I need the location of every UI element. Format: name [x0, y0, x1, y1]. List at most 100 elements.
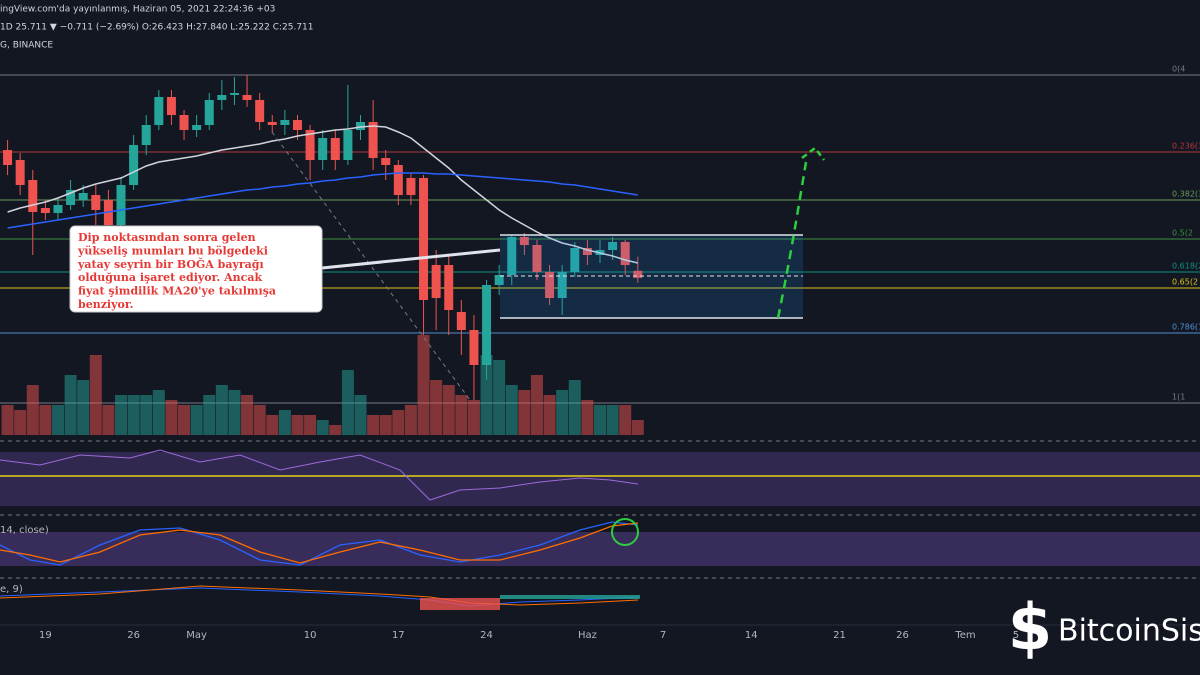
volume-bar	[493, 360, 506, 435]
x-tick-label: 19	[39, 630, 52, 641]
volume-bar	[127, 395, 140, 435]
candle-body	[91, 195, 101, 210]
volume-bar	[203, 395, 216, 435]
fib-label: 0(4	[1172, 65, 1185, 74]
volume-bar	[115, 395, 128, 435]
volume-bar	[304, 415, 317, 435]
volume-bar	[568, 380, 581, 435]
fib-label: 0.382(3	[1172, 190, 1200, 199]
volume-bar	[26, 385, 39, 435]
candle-body	[292, 120, 302, 130]
volume-bar	[404, 405, 417, 435]
volume-bar	[518, 390, 531, 435]
x-tick-label: 26	[896, 630, 909, 641]
volume-bar	[190, 405, 203, 435]
volume-bar	[530, 375, 543, 435]
candle-body	[381, 158, 391, 165]
fib-label: 0.65(2	[1172, 278, 1198, 287]
candle-body	[431, 265, 441, 298]
macd-histogram	[500, 595, 640, 599]
candle-body	[608, 242, 618, 250]
callout-line: yükseliş mumları bu bölgedeki	[77, 244, 268, 257]
volume-bar	[505, 385, 518, 435]
volume-bar	[228, 390, 241, 435]
volume-bar	[480, 355, 493, 435]
candle-body	[620, 242, 630, 265]
volume-bar	[442, 385, 455, 435]
volume-bar	[39, 405, 52, 435]
volume-bar	[379, 415, 392, 435]
volume-bar	[51, 405, 64, 435]
candle-body	[217, 95, 227, 100]
candle-body	[255, 100, 265, 122]
callout-line: yatay seyrin bir BOĞA bayrağı	[77, 257, 264, 271]
fib-label: 0.5(2	[1172, 229, 1193, 238]
stoch-d	[0, 522, 639, 564]
candle-body	[330, 138, 340, 160]
volume-bar	[354, 395, 367, 435]
volume-bar	[165, 400, 178, 435]
fib-label: 0.786(1	[1172, 323, 1200, 332]
candle-body	[482, 285, 492, 365]
callout-line: fiyat şimdilik MA20'ye takılmışa	[78, 285, 276, 298]
candle-body	[469, 330, 479, 365]
candle-body	[280, 120, 290, 125]
x-tick-label: 5	[1013, 630, 1019, 641]
candle-body	[116, 185, 126, 225]
candle-body	[456, 312, 466, 330]
volume-bar	[241, 395, 254, 435]
watermark-text: BitcoinSis	[1058, 614, 1200, 649]
volume-bar	[178, 405, 191, 435]
stoch-band	[0, 532, 1200, 566]
signal-line	[0, 585, 639, 606]
header-symbol: G, BINANCE	[0, 41, 53, 51]
candle-body	[406, 178, 416, 195]
volume-bar	[606, 405, 619, 435]
header-line: ingView.com'da yayınlanmış, Haziran 05, …	[0, 5, 275, 15]
candle-body	[305, 130, 315, 160]
candle-body	[519, 237, 529, 245]
candle-body	[356, 122, 366, 130]
candle-body	[154, 97, 164, 125]
fib-label: 1(1	[1172, 393, 1185, 402]
volume-bar	[278, 410, 291, 435]
volume-bar	[291, 415, 304, 435]
candle-body	[393, 165, 403, 195]
rsi-line	[0, 449, 639, 501]
x-tick-label: 7	[660, 630, 666, 641]
fib-label: 0.236(3	[1172, 142, 1200, 151]
candle-body	[557, 272, 567, 298]
x-tick-label: 24	[480, 630, 493, 641]
volume-bar	[341, 370, 354, 435]
volume-bar	[631, 420, 644, 435]
projection-arrow	[776, 161, 808, 319]
volume-bar	[417, 335, 430, 435]
volume-bar	[581, 400, 594, 435]
x-tick-label: 14	[745, 630, 758, 641]
candle-body	[368, 122, 378, 158]
watermark: $ BitcoinSis	[1008, 592, 1200, 666]
macd-histogram	[420, 598, 500, 610]
candle-body	[507, 237, 517, 275]
volume-bar	[89, 355, 102, 435]
candle-body	[242, 95, 252, 100]
x-tick-label: 10	[304, 630, 317, 641]
candle-body	[494, 275, 504, 285]
price-pane: 0(4 0.236(3 0.382(3 0.5(2 0.618(2 0.65(2 0.786…	[0, 65, 1200, 435]
candle-body	[129, 145, 139, 185]
x-tick-label: Tem	[954, 630, 975, 641]
x-tick-label: May	[186, 630, 207, 641]
arrow-head	[801, 146, 825, 161]
callout-line: benziyor.	[78, 298, 133, 311]
candle-body	[166, 97, 176, 115]
candle-body	[78, 193, 88, 200]
watermark-logo: $	[1008, 592, 1053, 666]
candle-body	[179, 115, 189, 130]
volume-bar	[64, 375, 77, 435]
candle-body	[267, 122, 277, 125]
callout-box	[69, 225, 323, 313]
candle-body	[570, 248, 580, 272]
x-tick-label: 21	[833, 630, 846, 641]
candle-body	[3, 150, 13, 165]
volume-bar	[329, 425, 342, 435]
